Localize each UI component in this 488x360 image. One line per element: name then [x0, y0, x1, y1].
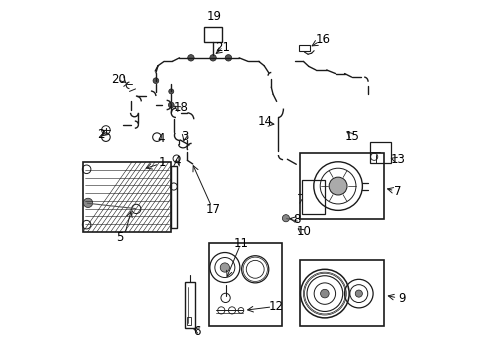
Circle shape: [168, 102, 174, 108]
Text: 6: 6: [193, 325, 201, 338]
Text: 20: 20: [111, 73, 126, 86]
Circle shape: [83, 198, 93, 207]
Bar: [186, 317, 190, 325]
Text: 19: 19: [206, 10, 221, 23]
Bar: [208, 243, 282, 327]
Text: 4: 4: [158, 132, 165, 145]
Text: 15: 15: [344, 130, 358, 143]
Text: 8: 8: [293, 213, 301, 226]
Text: 5: 5: [116, 231, 123, 244]
Bar: [170, 166, 177, 228]
Text: 16: 16: [315, 33, 330, 46]
Text: 17: 17: [205, 203, 220, 216]
Text: 11: 11: [234, 237, 248, 250]
Circle shape: [153, 78, 159, 84]
Circle shape: [354, 290, 362, 297]
Text: 10: 10: [297, 225, 311, 238]
Circle shape: [220, 263, 229, 272]
Bar: [301, 180, 324, 214]
Circle shape: [187, 55, 194, 61]
Text: 18: 18: [173, 102, 188, 114]
Text: 7: 7: [393, 185, 401, 198]
Text: 2: 2: [97, 128, 104, 141]
Bar: [299, 260, 383, 327]
Bar: [184, 282, 194, 328]
Text: 14: 14: [257, 114, 272, 127]
Circle shape: [320, 289, 328, 298]
Circle shape: [328, 177, 346, 195]
Circle shape: [282, 215, 289, 222]
Bar: [299, 153, 383, 219]
Bar: [204, 27, 221, 42]
Circle shape: [209, 55, 216, 61]
Bar: [83, 162, 170, 232]
Text: 21: 21: [215, 41, 230, 54]
Bar: [369, 142, 390, 163]
Circle shape: [225, 55, 231, 61]
Circle shape: [168, 89, 173, 94]
Text: 12: 12: [268, 300, 284, 313]
Text: 1: 1: [158, 156, 166, 169]
Text: 4: 4: [173, 155, 180, 168]
Text: 13: 13: [390, 153, 405, 166]
Bar: [298, 45, 309, 51]
Text: 9: 9: [397, 292, 405, 305]
Text: 3: 3: [181, 130, 188, 143]
